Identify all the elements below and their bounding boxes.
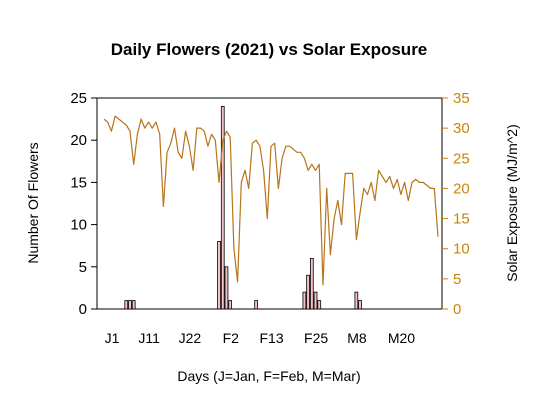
x-tick-label: J11 (138, 330, 160, 346)
x-tick-label: J22 (179, 330, 202, 346)
left-y-tick-label: 15 (70, 174, 87, 191)
x-axis: J1 J11 J22 F2 F13 F25 M8 M20 (105, 330, 416, 346)
right-y-tick-label: 0 (453, 301, 461, 318)
left-y-axis: 0 5 10 15 20 25 (70, 90, 97, 318)
left-y-axis-label: Number Of Flowers (25, 142, 41, 263)
flower-bar (317, 300, 322, 310)
x-tick-label: F2 (223, 330, 240, 346)
x-tick-label: M20 (388, 330, 415, 346)
flower-bar (228, 300, 233, 310)
flower-bar (309, 257, 314, 310)
left-y-tick-label: 10 (70, 217, 87, 234)
right-y-tick-label: 35 (453, 90, 470, 107)
x-axis-label: Days (J=Jan, F=Feb, M=Mar) (177, 368, 360, 384)
flower-bar (128, 300, 132, 310)
plot-frame (96, 97, 443, 310)
flower-bar (306, 274, 310, 310)
x-tick-label: F25 (304, 330, 328, 346)
left-y-tick-label: 0 (79, 301, 87, 318)
left-y-tick-label: 20 (70, 132, 87, 149)
x-tick-label: J1 (105, 330, 120, 346)
flower-bar (224, 266, 229, 310)
flower-bar (313, 291, 318, 310)
right-y-tick-label: 5 (453, 271, 461, 288)
x-tick-label: F13 (260, 330, 284, 346)
x-tick-label: M8 (347, 330, 367, 346)
left-y-tick-label: 25 (70, 90, 87, 107)
flower-bar (254, 300, 259, 310)
right-y-axis: 0 5 10 15 20 25 30 35 (442, 90, 470, 318)
solar-exposure-series (103, 115, 439, 286)
right-y-tick-label: 25 (453, 150, 470, 167)
right-y-tick-label: 20 (453, 180, 470, 197)
flower-bar (131, 300, 136, 310)
flower-bar (354, 291, 359, 310)
right-y-axis-label: Solar Exposure (MJ/m^2) (504, 124, 520, 282)
left-y-tick-label: 5 (79, 259, 87, 276)
flower-bar (217, 241, 221, 310)
flower-bar (124, 300, 129, 310)
flower-bar (302, 291, 307, 310)
chart-title: Daily Flowers (2021) vs Solar Exposure (111, 40, 428, 59)
solar-exposure-line (103, 115, 439, 286)
right-y-tick-label: 15 (453, 211, 470, 228)
flower-bars (124, 106, 362, 310)
right-y-tick-label: 10 (453, 241, 470, 258)
flower-bar (220, 106, 225, 310)
right-y-tick-label: 30 (453, 120, 470, 137)
flower-bar (358, 300, 362, 310)
